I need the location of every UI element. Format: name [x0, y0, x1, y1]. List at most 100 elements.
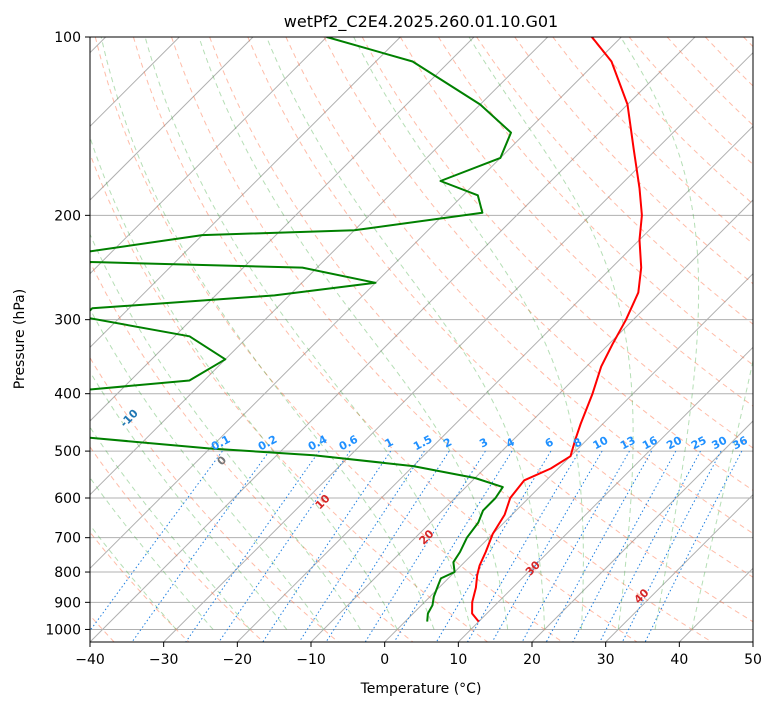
mixing-ratio-label: 1.5 [411, 433, 434, 454]
x-tick-label: 10 [449, 652, 467, 668]
y-tick-label: 1000 [45, 622, 81, 638]
y-tick-label: 100 [54, 30, 81, 46]
moist-adiabat-line [90, 426, 251, 630]
dry-adiabat-line [90, 356, 339, 642]
dry-adiabat-label: 30 [523, 558, 543, 578]
y-tick-label: 200 [54, 208, 81, 224]
isotherm-line [90, 37, 401, 349]
grid-lines [90, 37, 753, 642]
mixing-ratio-line [467, 450, 580, 642]
mixing-ratio-label: 6 [543, 435, 556, 450]
y-tick-label: 600 [54, 491, 81, 507]
mixing-ratio-label: 36 [730, 434, 750, 453]
dry-adiabats [90, 37, 753, 642]
mixing-ratio-label: 0.2 [256, 433, 279, 454]
dry-adiabat-line [94, 37, 563, 642]
isotherm-line [90, 37, 254, 201]
moist-adiabats [90, 37, 753, 630]
mixing-ratio-label: 30 [710, 434, 730, 453]
dry-adiabat-line [90, 152, 488, 642]
mixing-ratio-label: 16 [640, 434, 660, 453]
moist-adiabat-line [90, 476, 214, 630]
mixing-ratio-label: 25 [689, 434, 709, 453]
x-tick-label: −20 [223, 652, 253, 668]
isotherm-line [384, 272, 753, 642]
moist-adiabat-line [620, 37, 700, 630]
dry-adiabat-line [666, 37, 753, 126]
x-tick-label: 20 [523, 652, 541, 668]
mixing-ratio-label: 0.6 [337, 433, 361, 454]
mixing-ratio-line [218, 450, 351, 642]
moist-adiabat-line [198, 37, 509, 630]
dry-adiabat-line [743, 37, 753, 48]
isotherm-line [752, 641, 753, 642]
mixing-ratio-line [621, 450, 722, 642]
mixing-ratio-label: 10 [591, 433, 611, 452]
dry-adiabat-line [323, 37, 753, 491]
y-axis-label: Pressure (hPa) [12, 289, 28, 389]
moist-adiabat-line [90, 524, 177, 630]
isotherm-line [90, 37, 696, 642]
isotherm-line [90, 37, 622, 570]
x-tick-label: 40 [670, 652, 688, 668]
plot-area: -100-90-80-70-60-50-40-30-20-10010203040… [34, 37, 753, 642]
dry-adiabat-line [247, 37, 753, 578]
x-tick-label: 0 [380, 652, 389, 668]
profile-lines [90, 37, 643, 623]
x-tick-label: −40 [75, 652, 105, 668]
mixing-ratio-line [644, 450, 743, 642]
x-tick-label: 30 [597, 652, 615, 668]
moist-adiabat-line [266, 37, 546, 630]
mixing-ratio-line [572, 450, 677, 642]
isotherm-line [90, 37, 549, 496]
isotherm-line [531, 420, 753, 642]
mixing-ratio-line [393, 450, 513, 642]
mixing-ratio-line [491, 450, 603, 642]
isotherm-line [163, 51, 753, 642]
mixing-ratio-labels: 0.1 0.2 0.4 0.6 1 1.5 2 3 4 6 8 10 13 16 20 25 30 36 [209, 433, 750, 454]
y-tick-label: 700 [54, 531, 81, 547]
chart-title: wetPf2_C2E4.2025.260.01.10.G01 [284, 12, 558, 32]
y-tick-label: 300 [54, 313, 81, 329]
isotherm-line [310, 199, 753, 642]
moist-adiabat-line [353, 37, 584, 630]
mixing-ratio-line [262, 450, 392, 642]
moist-adiabat-line [691, 358, 753, 630]
moist-adiabat-line [90, 135, 398, 630]
mixing-ratio-label: 3 [477, 435, 490, 450]
mixing-ratio-label: 13 [618, 434, 638, 453]
y-tick-label: 800 [54, 565, 81, 581]
isotherm-line [678, 567, 753, 642]
plot-frame [89, 36, 754, 643]
profile-series-line [471, 37, 643, 623]
dry-adiabat-line [361, 37, 753, 449]
mixing-ratio-line [298, 450, 425, 642]
moist-adiabat-line [100, 37, 435, 630]
x-tick-label: 50 [744, 652, 762, 668]
isotherm-line [457, 346, 753, 642]
dry-adiabat-line [171, 37, 712, 642]
profile-series-line [90, 37, 512, 622]
mixing-ratio-line [131, 450, 270, 642]
isotherm-line [605, 493, 753, 642]
dry-adiabat-line [90, 446, 264, 642]
mixing-ratio-lines [90, 450, 743, 642]
mixing-ratio-line [325, 450, 450, 642]
dry-adiabat-line [90, 531, 190, 642]
mixing-ratio-line [435, 450, 552, 642]
mixing-ratio-label: 20 [664, 433, 684, 452]
mixing-ratio-line [521, 450, 630, 642]
x-tick-label: −30 [149, 652, 179, 668]
isotherm-line [236, 125, 753, 642]
dry-adiabat-label: 0 [215, 453, 230, 468]
mixing-ratio-line [185, 450, 320, 642]
dry-adiabat-label: -20 [34, 364, 57, 387]
moist-adiabat-line [90, 233, 361, 630]
moist-adiabat-line [468, 37, 634, 630]
dry-adiabat-line [399, 37, 753, 407]
dry-adiabat-line [590, 37, 753, 205]
dry-adiabat-line [704, 37, 753, 87]
y-tick-label: 500 [54, 444, 81, 460]
